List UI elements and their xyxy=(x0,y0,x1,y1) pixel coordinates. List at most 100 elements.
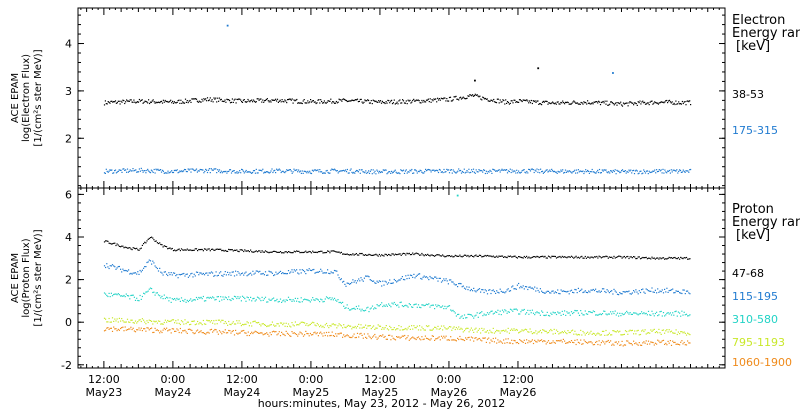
electron-point-38-53 xyxy=(514,99,516,101)
electron-point-175-315 xyxy=(292,171,294,173)
proton-point-115-195 xyxy=(221,274,223,277)
electron-point-38-53 xyxy=(230,101,233,103)
proton-point-47-68 xyxy=(477,255,479,257)
electron-point-175-315 xyxy=(208,168,210,170)
proton-point-47-68 xyxy=(416,252,418,255)
electron-point-175-315 xyxy=(563,172,565,174)
proton-point-310-580 xyxy=(498,313,500,315)
proton-point-115-195 xyxy=(167,274,169,277)
proton-point-795-1193 xyxy=(377,324,379,326)
proton-point-795-1193 xyxy=(507,327,509,329)
x-axis-label: hours:minutes, May 23, 2012 - May 26, 20… xyxy=(258,397,506,410)
electron-point-38-53 xyxy=(491,99,493,101)
proton-point-115-195 xyxy=(175,275,177,277)
proton-point-310-580 xyxy=(687,315,689,317)
electron-point-175-315 xyxy=(368,170,370,172)
proton-point-47-68 xyxy=(400,254,402,256)
electron-point-38-53 xyxy=(465,98,467,100)
proton-point-310-580 xyxy=(348,309,351,311)
proton-point-310-580 xyxy=(106,294,108,297)
proton-point-795-1193 xyxy=(495,331,497,333)
proton-point-310-580 xyxy=(595,314,597,316)
proton-point-1060-1900 xyxy=(304,334,306,336)
electron-point-175-315 xyxy=(582,170,584,172)
proton-point-795-1193 xyxy=(312,321,314,323)
electron-point-38-53 xyxy=(139,100,141,102)
proton-point-795-1193 xyxy=(130,319,132,321)
proton-point-47-68 xyxy=(478,254,481,256)
electron-point-38-53 xyxy=(116,102,118,104)
proton-point-1060-1900 xyxy=(463,339,466,342)
proton-point-310-580 xyxy=(666,312,668,314)
proton-point-795-1193 xyxy=(649,332,651,334)
electron-point-175-315 xyxy=(217,169,219,171)
proton-point-1060-1900 xyxy=(677,343,679,345)
electron-point-175-315 xyxy=(287,169,290,171)
proton-point-310-580 xyxy=(361,308,363,310)
proton-point-47-68 xyxy=(305,250,307,252)
proton-point-47-68 xyxy=(412,252,414,254)
proton-point-47-68 xyxy=(223,250,225,252)
proton-point-115-195 xyxy=(199,272,201,274)
electron-point-175-315 xyxy=(379,170,381,172)
proton-point-795-1193 xyxy=(246,321,248,323)
proton-point-1060-1900 xyxy=(130,326,132,328)
proton-point-1060-1900 xyxy=(474,337,476,339)
electron-point-38-53 xyxy=(312,100,314,102)
electron-point-38-53 xyxy=(137,101,139,103)
proton-point-310-580 xyxy=(535,312,537,314)
electron-point-38-53 xyxy=(681,100,683,103)
proton-point-115-195 xyxy=(317,271,319,273)
electron-point-38-53 xyxy=(607,104,609,106)
electron-point-38-53 xyxy=(156,102,158,104)
electron-point-175-315 xyxy=(319,169,321,171)
proton-point-1060-1900 xyxy=(629,342,631,345)
electron-point-38-53 xyxy=(218,100,220,102)
electron-point-38-53 xyxy=(645,103,648,105)
proton-point-47-68 xyxy=(489,255,491,257)
electron-point-38-53 xyxy=(192,98,194,100)
proton-point-1060-1900 xyxy=(244,332,246,334)
proton-point-795-1193 xyxy=(658,328,660,330)
electron-point-175-315 xyxy=(659,170,661,172)
electron-point-175-315 xyxy=(310,172,313,175)
electron-point-38-53 xyxy=(618,102,620,104)
proton-point-310-580 xyxy=(365,309,367,311)
proton-point-1060-1900 xyxy=(315,333,317,335)
electron-point-175-315 xyxy=(137,171,139,173)
electron-point-175-315 xyxy=(164,172,166,174)
proton-point-115-195 xyxy=(455,284,457,286)
electron-point-175-315 xyxy=(686,170,688,172)
proton-point-795-1193 xyxy=(438,328,440,330)
electron-point-38-53 xyxy=(342,98,344,100)
electron-point-175-315 xyxy=(548,170,550,172)
proton-point-1060-1900 xyxy=(259,332,261,334)
proton-point-795-1193 xyxy=(603,330,605,332)
electron-point-38-53 xyxy=(433,98,435,100)
electron-point-175-315 xyxy=(466,170,468,172)
proton-point-1060-1900 xyxy=(459,335,461,338)
proton-point-47-68 xyxy=(651,256,653,258)
proton-point-47-68 xyxy=(650,258,652,260)
proton-point-115-195 xyxy=(278,271,280,273)
electron-point-38-53 xyxy=(636,104,638,106)
proton-point-310-580 xyxy=(452,309,454,311)
electron-point-38-53 xyxy=(410,102,412,104)
proton-point-47-68 xyxy=(221,250,223,252)
electron-point-175-315 xyxy=(674,170,676,172)
proton-point-47-68 xyxy=(444,256,446,258)
electron-point-175-315 xyxy=(574,169,576,171)
proton-point-47-68 xyxy=(230,249,232,251)
proton-point-795-1193 xyxy=(223,322,225,325)
electron-point-175-315 xyxy=(212,169,214,171)
electron-point-175-315 xyxy=(643,169,645,171)
proton-point-47-68 xyxy=(615,256,617,258)
electron-point-38-53 xyxy=(260,98,262,100)
electron-point-38-53 xyxy=(119,103,121,105)
proton-point-115-195 xyxy=(152,260,154,262)
electron-point-38-53 xyxy=(360,98,362,100)
proton-point-795-1193 xyxy=(291,322,293,324)
electron-point-38-53 xyxy=(498,102,500,104)
proton-point-47-68 xyxy=(260,251,262,253)
electron-point-38-53 xyxy=(241,101,244,103)
